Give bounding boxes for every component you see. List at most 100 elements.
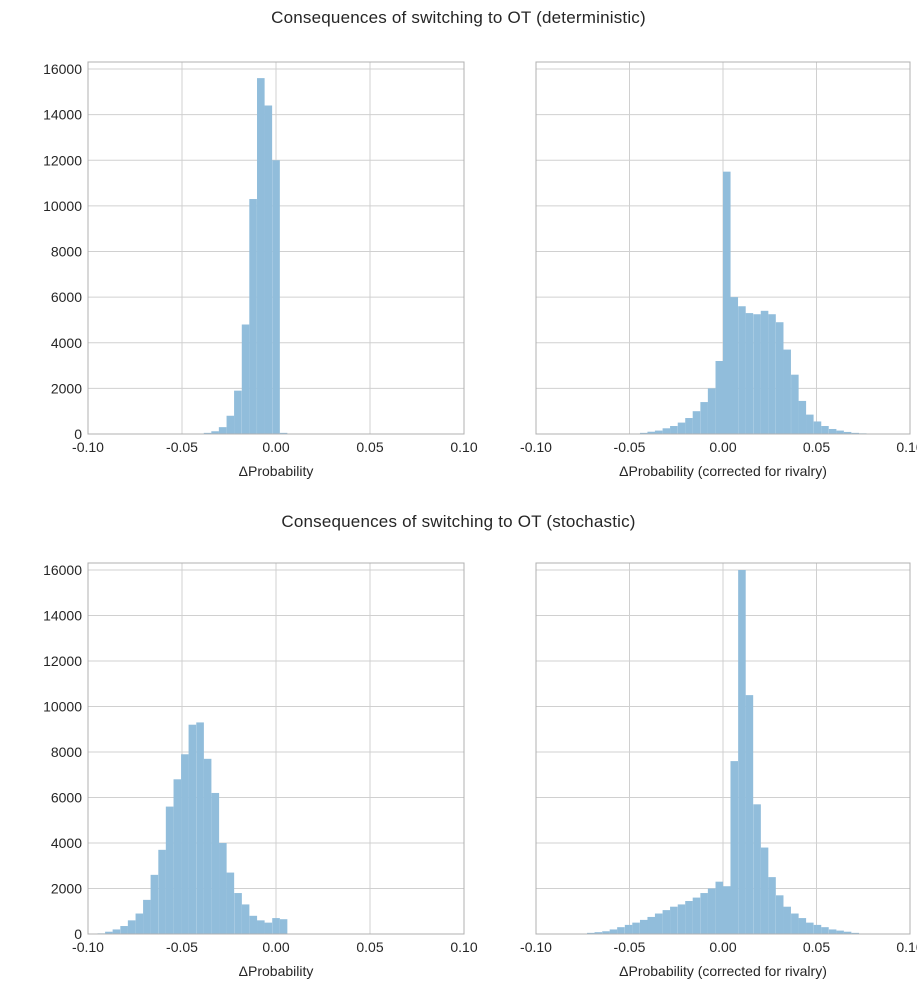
y-tick-label: 16000 [43, 61, 82, 77]
y-tick-label: 10000 [43, 699, 82, 715]
x-tick-label: -0.10 [520, 939, 552, 955]
histogram-bar [806, 414, 814, 434]
x-tick-label: 0.00 [709, 439, 736, 455]
histogram-bar [234, 390, 242, 434]
y-tick-label: 4000 [51, 335, 82, 351]
histogram-bar [654, 913, 663, 934]
histogram-bar [791, 913, 799, 934]
histogram-bar [173, 779, 182, 934]
figure-title-deterministic: Consequences of switching to OT (determi… [271, 8, 646, 27]
histogram-bar [272, 160, 280, 434]
histogram-bar [112, 929, 121, 934]
histogram-bar [821, 927, 829, 934]
histogram-bar [662, 428, 671, 434]
histogram-bar [798, 918, 807, 934]
histogram-bar [670, 426, 678, 434]
histogram-bar [617, 927, 625, 934]
y-tick-label: 12000 [43, 653, 82, 669]
chart-panel-deterministic-left: -0.10 -0.05 0.00 0.05 0.10 0 2000 4000 6000 8000 1… [43, 61, 478, 479]
x-axis-label: ΔProbability [239, 963, 314, 979]
histogram-bar [798, 400, 807, 434]
y-tick-label: 14000 [43, 107, 82, 123]
plot-frame [87, 562, 465, 935]
histogram-bar [127, 920, 136, 934]
histogram-bar [249, 915, 258, 934]
histogram-bar [196, 722, 204, 934]
y-tick-label: 2000 [51, 881, 82, 897]
histogram-bar [692, 897, 701, 934]
histogram-bar [654, 430, 663, 434]
x-tick-label: 0.00 [709, 939, 736, 955]
histogram-bar [218, 427, 227, 434]
histogram-bar [685, 901, 693, 934]
y-tick-label: 10000 [43, 198, 82, 214]
y-tick-label: 6000 [51, 790, 82, 806]
histogram-bar [624, 924, 633, 934]
x-axis-label: ΔProbability (corrected for rivalry) [619, 963, 827, 979]
histogram-bar [279, 919, 288, 934]
histogram-bar [783, 906, 791, 934]
histogram-bar [707, 388, 716, 434]
histogram-bar [120, 926, 128, 934]
histogram-bar [745, 695, 754, 934]
x-tick-label: 0.10 [896, 939, 917, 955]
histogram-bar [813, 421, 822, 434]
x-tick-label: -0.05 [166, 939, 198, 955]
histogram-bar [692, 411, 701, 434]
x-tick-label: 0.00 [262, 939, 289, 955]
y-tick-label: 0 [74, 426, 82, 442]
histogram-bar [851, 432, 860, 434]
histogram-bar [843, 431, 852, 434]
x-tick-label: -0.05 [166, 439, 198, 455]
chart-panel-deterministic-right: -0.10 -0.05 0.00 0.05 0.10 ΔProbability (corr… [520, 61, 917, 479]
histogram-bar [226, 872, 235, 934]
histogram-bar [715, 361, 724, 434]
x-tick-label: 0.10 [450, 939, 477, 955]
plot-frame [535, 562, 911, 935]
x-axis-label: ΔProbability (corrected for rivalry) [619, 463, 827, 479]
histogram-bar [264, 922, 273, 934]
histogram-bar [768, 314, 776, 434]
histogram-bar [753, 314, 761, 434]
histogram-bar [828, 929, 837, 934]
y-tick-label: 6000 [51, 289, 82, 305]
histogram-bar [181, 754, 189, 934]
histogram-bar [647, 431, 656, 434]
chart-panel-stochastic-left: -0.10 -0.05 0.00 0.05 0.10 0 2000 4000 6000 8000 1… [43, 562, 478, 979]
y-tick-label: 12000 [43, 152, 82, 168]
plot-frame [87, 61, 465, 435]
x-tick-label: 0.10 [896, 439, 917, 455]
histogram-bar [226, 415, 235, 434]
histogram-bar [851, 932, 860, 934]
histogram-bar [745, 313, 754, 434]
histogram-bar [587, 932, 595, 934]
histogram-bar [165, 806, 174, 934]
histogram-bar [836, 430, 844, 434]
x-tick-label: 0.05 [803, 439, 830, 455]
histogram-bar [783, 349, 791, 434]
histogram-bar [700, 402, 708, 434]
histogram-bar [203, 758, 212, 934]
chart-panel-stochastic-right: -0.10 -0.05 0.00 0.05 0.10 ΔProbability (corr… [520, 562, 917, 979]
histogram-bar [730, 297, 739, 434]
histogram-bar [211, 431, 219, 434]
histogram-bar [632, 922, 640, 934]
histogram-bar [843, 931, 852, 934]
histogram-bar [677, 422, 686, 434]
histogram-bar [813, 924, 822, 934]
x-tick-label: -0.10 [72, 439, 104, 455]
histogram-bar [105, 931, 113, 934]
y-tick-label: 8000 [51, 244, 82, 260]
histogram-bar [677, 904, 686, 934]
histogram-bar [662, 910, 671, 934]
histogram-bar [791, 374, 799, 434]
histogram-bar [768, 877, 776, 934]
histogram-bar [647, 916, 656, 934]
histogram-bar [760, 847, 769, 934]
y-tick-label: 0 [74, 926, 82, 942]
histogram-bar [775, 322, 784, 434]
histogram-bar [257, 920, 265, 934]
x-tick-label: 0.05 [356, 439, 383, 455]
histogram-bar [738, 306, 746, 434]
